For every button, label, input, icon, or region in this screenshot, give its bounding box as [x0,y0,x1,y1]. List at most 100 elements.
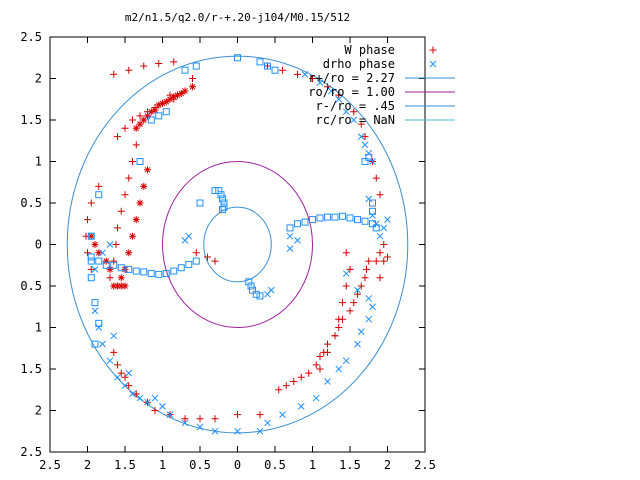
drho-phase-square-point [372,224,380,232]
w-phase-point [84,249,91,257]
y-tick-label: 1.5 [20,113,42,127]
w-phase-star-point [136,120,144,128]
drho-phase-square-point [170,267,178,275]
drho-phase-point [342,108,350,116]
drho-phase-square-point [252,290,260,298]
x-tick-label: 2 [384,458,391,472]
drho-phase-square-point [286,224,294,232]
y-tick-label: 0.5 [20,279,42,293]
drho-phase-point [151,394,159,402]
w-phase-star-point [87,232,95,240]
w-phase-star-point [117,274,125,282]
drho-phase-square-point [219,206,226,214]
w-phase-point [372,257,380,265]
w-phase-star-point [174,91,181,99]
drho-phase-square-point [309,216,316,224]
y-tick-label: 0.5 [20,196,42,210]
drho-phase-point [294,236,301,244]
w-phase-point [211,257,219,265]
y-tick-label: 1 [35,155,42,169]
legend-label-2: r+/ro = 2.27 [308,71,395,85]
drho-phase-point [129,390,136,398]
drho-phase-point [372,220,380,228]
w-phase-point [361,274,369,282]
drho-phase-square-point [369,220,376,228]
w-phase-point [151,104,159,112]
w-phase-point [144,108,151,116]
w-phase-point [95,182,103,190]
w-phase-point [117,207,125,215]
axis-ticks: 2.5 2 1.5 1 0.5 0 0.5 1 1.5 2 2.52.521.510.500.511… [20,30,436,472]
drho-phase-square-point [361,158,369,165]
drho-phase-point [342,357,350,365]
drho-phase-square-point [155,112,163,120]
drho-phase-square-point [294,220,301,228]
drho-phase-square-point [132,267,140,275]
w-phase-point [114,361,121,369]
w-phase-point [342,282,350,290]
w-phase-point [155,60,163,68]
w-phase-star-point [155,101,163,109]
drho-phase-point [264,419,271,427]
w-phase-point [354,290,361,298]
drho-phase-square-point [215,187,223,195]
drho-phase-point [369,158,376,165]
w-phase-star-point [144,112,151,120]
drho-phase-square-point [211,187,219,195]
w-phase-point [125,382,133,390]
radius-circle-4 [203,206,272,283]
w-phase-point [335,324,343,331]
drho-phase-square-point [369,199,376,207]
drho-phase-square-point [346,214,354,222]
drho-phase-point [324,378,331,385]
w-phase-point [125,174,133,182]
drho-phase-point [286,245,294,253]
drho-phase-point [297,402,305,410]
w-phase-point [376,274,384,282]
drho-phase-point [185,232,193,240]
w-phase-point [380,257,388,265]
w-phase-point [170,58,178,66]
drho-phase-square-point [87,257,95,265]
drho-phase-square-point [220,199,228,207]
drho-phase-square-point [162,270,170,278]
w-phase-point [279,66,286,74]
w-phase-point [87,265,95,273]
drho-phase-square-point [192,257,200,265]
w-phase-point [282,382,290,390]
legend-label-4: r-/ro = .45 [316,99,395,113]
radius-circles [66,55,409,434]
drho-phase-square-point [95,319,103,327]
w-phase-point [87,199,95,207]
w-phase-point [121,373,129,381]
legend-label-0: W phase [344,43,395,57]
w-phase-star-point [121,265,129,273]
drho-phase-point [361,141,369,149]
x-tick-label: 2 [84,458,91,472]
w-phase-point [342,249,350,257]
x-tick-label: 2.5 [39,458,61,472]
drho-phase-square-point [217,191,225,199]
drho-phase-square-point [361,217,369,225]
drho-phase-square-point [95,191,103,199]
drho-phase-point [91,266,99,273]
w-phase-star-point [106,265,114,273]
w-phase-point [350,299,358,307]
w-phase-star-point [162,98,170,106]
w-phase-point [189,75,196,82]
drho-phase-point [125,369,133,377]
w-phase-star-point [136,199,144,207]
drho-phase-point [357,328,365,336]
w-phase-star-point [95,249,103,257]
w-phase-point [204,253,211,261]
w-phase-point [110,257,118,265]
drho-phase-point [166,411,174,419]
drho-phase-point [357,133,365,140]
w-phase-point [151,407,159,414]
w-phase-point [166,91,174,99]
w-phase-star-point [177,89,185,97]
drho-phase-point [354,340,361,348]
w-phase-star-point [125,249,133,257]
drho-phase-square-point [220,203,228,211]
